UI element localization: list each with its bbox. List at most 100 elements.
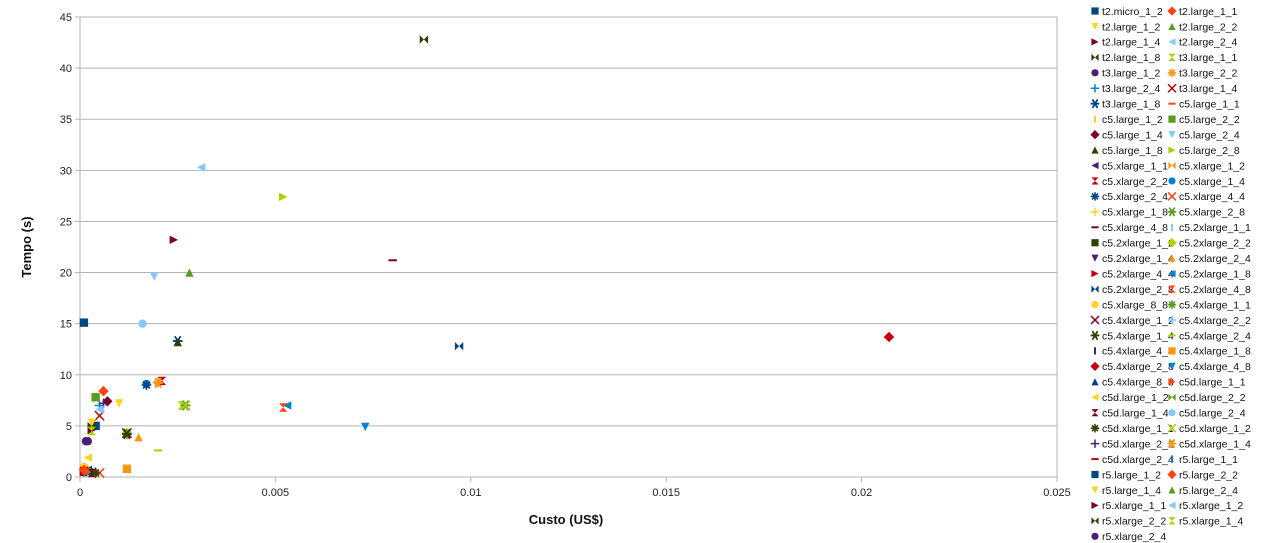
legend-item: c5.2xlarge_1_2 <box>1091 238 1174 250</box>
legend-marker <box>1091 38 1099 46</box>
legend-marker <box>1091 161 1099 170</box>
x-tick-label: 0.025 <box>1043 487 1071 499</box>
data-point <box>79 318 89 327</box>
legend-item: c5.2xlarge_1_8 <box>1168 268 1251 280</box>
legend-item: c5.4xlarge_1_4 <box>1090 330 1174 342</box>
legend-item: t2.micro_1_2 <box>1091 6 1163 18</box>
legend-marker <box>1168 517 1176 525</box>
legend-marker <box>1167 439 1177 449</box>
data-point <box>98 385 109 397</box>
legend-label: r5.xlarge_1_1 <box>1102 500 1166 512</box>
data-point <box>83 453 93 462</box>
legend-marker <box>1168 53 1176 61</box>
legend-marker <box>1167 207 1177 217</box>
legend-marker <box>1168 38 1176 46</box>
legend-label: r5.large_1_2 <box>1102 469 1161 481</box>
data-point <box>78 464 90 476</box>
legend-marker <box>1168 347 1176 355</box>
legend-label: t3.large_2_2 <box>1179 68 1238 80</box>
legend-marker <box>1091 501 1099 509</box>
legend-item: t2.large_2_2 <box>1168 21 1238 33</box>
y-tick-label: 5 <box>66 421 72 433</box>
legend-marker <box>1168 409 1176 417</box>
legend-item: c5.xlarge_4_4 <box>1167 191 1245 203</box>
legend-label: r5.large_2_2 <box>1179 469 1238 481</box>
legend-label: c5d.large_1_4 <box>1102 408 1169 420</box>
legend-marker <box>1090 330 1100 340</box>
legend-item: c5d.large_2_2 <box>1168 392 1246 404</box>
legend-marker <box>1167 300 1177 309</box>
legend-marker <box>1168 177 1176 185</box>
data-point <box>180 400 191 411</box>
legend-label: c5.2xlarge_2_2 <box>1179 238 1251 250</box>
legend-label: c5.xlarge_2_8 <box>1179 207 1245 219</box>
legend-marker <box>1091 254 1099 262</box>
legend-marker <box>1091 239 1099 247</box>
legend-marker <box>1091 458 1099 461</box>
legend-marker <box>1168 254 1176 262</box>
legend-marker <box>1091 270 1099 278</box>
legend-item: t2.large_1_2 <box>1091 21 1161 33</box>
legend-label: t2.large_2_2 <box>1179 21 1238 33</box>
legend-item: t3.large_1_8 <box>1090 99 1161 111</box>
legend-label: c5.xlarge_8_8 <box>1102 299 1168 311</box>
data-point <box>122 464 132 474</box>
legend-item: r5.xlarge_1_4 <box>1168 516 1243 528</box>
data-point <box>87 426 96 436</box>
data-point <box>95 405 104 414</box>
legend-item: c5.2xlarge_2_2 <box>1167 238 1251 250</box>
y-axis-title: Tempo (s) <box>19 216 34 277</box>
legend-item: t2.large_1_8 <box>1091 52 1161 64</box>
legend-marker <box>1091 486 1099 494</box>
legend-item: r5.xlarge_2_4 <box>1091 531 1166 543</box>
legend-label: t2.large_1_1 <box>1179 6 1238 18</box>
data-point <box>141 379 152 391</box>
legend-item: t2.large_2_4 <box>1168 37 1238 49</box>
legend-label: r5.xlarge_1_4 <box>1179 516 1243 528</box>
legend-item: c5.4xlarge_2_8 <box>1090 361 1174 373</box>
legend-item: c5.2xlarge_2_4 <box>1168 253 1251 265</box>
legend-label: t3.large_1_8 <box>1102 99 1161 111</box>
x-tick-label: 0.01 <box>460 487 481 499</box>
legend-marker <box>1091 517 1099 525</box>
legend-label: c5.4xlarge_4_4 <box>1102 346 1174 358</box>
legend-marker <box>1168 393 1176 401</box>
legend-marker <box>1091 226 1099 229</box>
x-tick-label: 0.015 <box>652 487 680 499</box>
legend-marker <box>1171 223 1173 231</box>
legend-marker <box>1094 115 1096 123</box>
y-tick-label: 35 <box>60 114 72 126</box>
legend-label: c5d.large_2_2 <box>1179 392 1246 404</box>
data-point <box>134 432 143 442</box>
legend-item: c5.2xlarge_4_4 <box>1091 268 1174 280</box>
x-tick-labels: 0 0.005 0.01 0.015 0.02 0.025 <box>77 487 1071 499</box>
data-point <box>114 399 124 408</box>
legend-label: r5.xlarge_1_2 <box>1179 500 1243 512</box>
legend-item: r5.xlarge_1_2 <box>1168 500 1243 512</box>
legend-item: c5.2xlarge_4_8 <box>1168 284 1251 296</box>
legend-marker <box>1091 470 1099 479</box>
legend-marker <box>1091 22 1099 31</box>
legend-item: c5.xlarge_1_4 <box>1168 176 1245 188</box>
legend-label: c5.xlarge_4_4 <box>1179 191 1245 203</box>
legend-item: c5.xlarge_2_2 <box>1091 176 1168 188</box>
data-point <box>185 268 194 277</box>
x-axis-title: Custo (US$) <box>529 512 603 527</box>
legend-marker <box>1167 83 1177 93</box>
legend-label: c5.2xlarge_2_4 <box>1179 253 1251 265</box>
data-point <box>454 341 464 351</box>
legend-marker <box>1167 469 1177 480</box>
legend-label: c5.4xlarge_2_8 <box>1102 361 1174 373</box>
legend-item: c5.large_1_1 <box>1168 99 1240 111</box>
legend-marker <box>1171 455 1173 463</box>
legend-label: c5.large_2_4 <box>1179 129 1240 141</box>
axes <box>75 16 1058 482</box>
legend-label: r5.large_2_4 <box>1179 485 1238 497</box>
legend-marker <box>1090 207 1100 217</box>
legend-label: t3.large_1_4 <box>1179 83 1238 95</box>
data-point <box>121 428 132 440</box>
legend-marker <box>1090 423 1100 433</box>
legend-label: c5.4xlarge_8_8 <box>1102 377 1174 389</box>
legend-item: r5.large_1_4 <box>1091 485 1161 497</box>
legend-label: c5.2xlarge_2_8 <box>1102 284 1174 296</box>
